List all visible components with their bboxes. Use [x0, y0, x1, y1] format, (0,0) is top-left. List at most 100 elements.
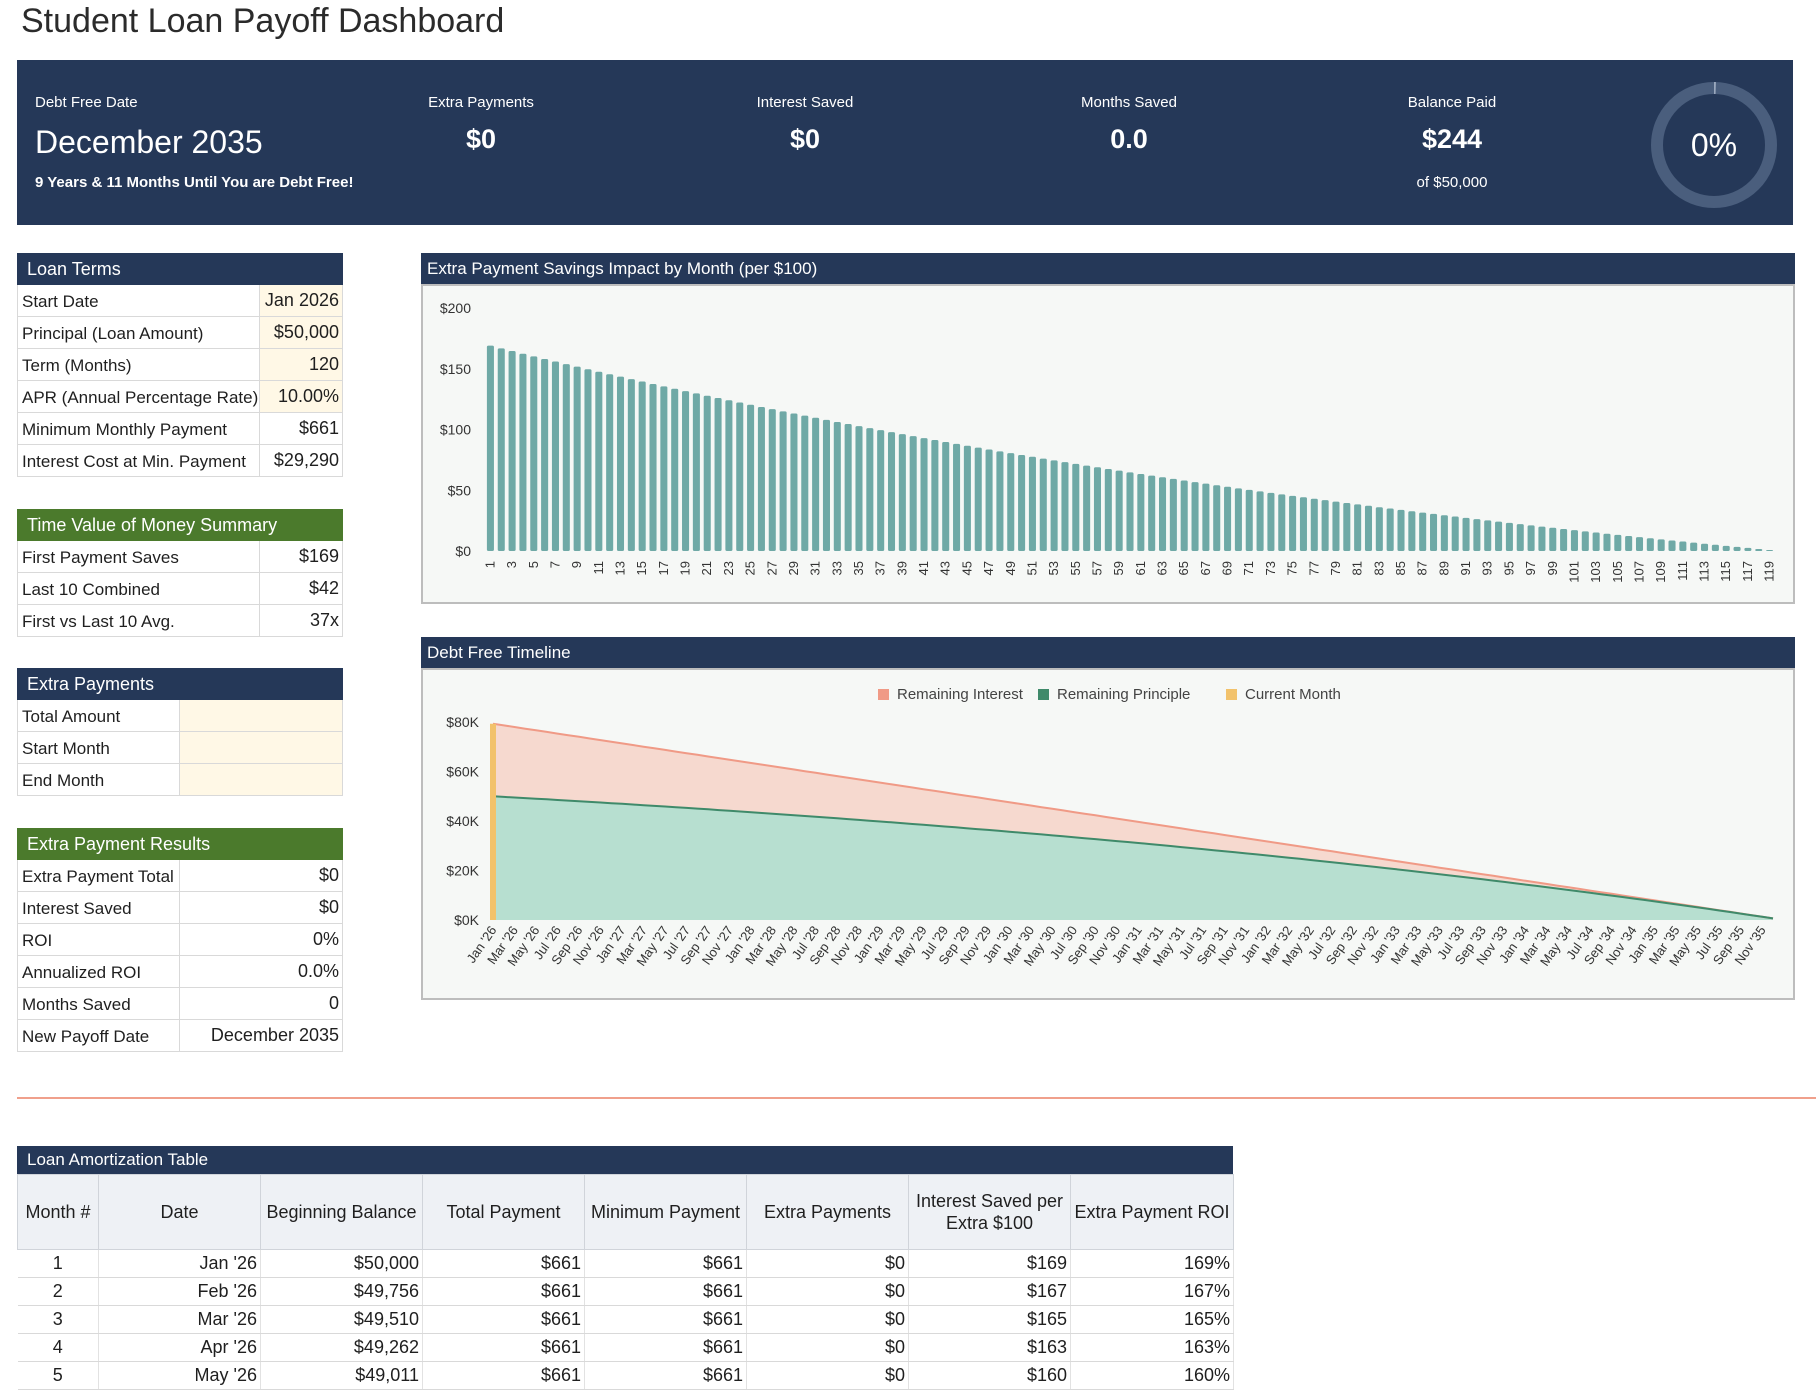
table-cell: Feb '26	[98, 1277, 261, 1306]
bar-month-5	[530, 356, 538, 551]
bar-month-94	[1495, 521, 1503, 551]
bar-month-51	[1028, 456, 1036, 551]
table-cell: $661	[422, 1249, 585, 1278]
bar-month-69	[1224, 486, 1232, 551]
x-tick-label: 103	[1588, 561, 1603, 583]
x-tick-label: 73	[1263, 561, 1278, 575]
bar-month-1	[486, 345, 494, 551]
bar-month-21	[703, 395, 711, 551]
total-amount-input[interactable]	[180, 700, 342, 731]
kpi-extra-payments: Extra Payments $0	[361, 60, 601, 225]
column-header[interactable]: Extra Payments	[746, 1174, 909, 1250]
kpi-value: December 2035	[35, 124, 263, 160]
legend-label: Remaining Principle	[1057, 686, 1190, 703]
column-header[interactable]: Beginning Balance	[260, 1174, 423, 1250]
row-value: $29,290	[273, 450, 339, 470]
bar-month-20	[692, 393, 700, 551]
x-tick-label: 19	[678, 561, 693, 575]
column-header[interactable]: Total Payment	[422, 1174, 585, 1250]
extra-results-title: Extra Payment Results	[17, 828, 343, 860]
bar-month-46	[974, 447, 982, 551]
bar-month-19	[682, 391, 690, 551]
y-tick-label: $150	[440, 361, 471, 377]
x-tick-label: 39	[894, 561, 909, 575]
x-tick-label: 69	[1220, 561, 1235, 575]
column-header[interactable]: Date	[98, 1174, 261, 1250]
row-value: $0	[318, 897, 339, 917]
loan-terms-row: Minimum Monthly Payment $661	[17, 413, 343, 445]
bar-month-93	[1484, 520, 1492, 551]
loan-terms-row: APR (Annual Percentage Rate) 10.00%	[17, 381, 343, 413]
bar-month-108	[1646, 538, 1654, 551]
bar-month-2	[497, 348, 505, 551]
x-tick-label: 67	[1198, 561, 1213, 575]
bar-month-44	[953, 443, 961, 551]
bar-month-14	[627, 379, 635, 551]
bar-month-109	[1657, 539, 1665, 551]
x-tick-label: 1	[482, 561, 497, 568]
row-label: First vs Last 10 Avg.	[18, 605, 260, 636]
row-label: Start Month	[18, 732, 180, 763]
row-value: $42	[308, 578, 339, 598]
bar-month-28	[779, 411, 787, 551]
x-tick-label: 91	[1458, 561, 1473, 575]
table-cell: $661	[584, 1249, 747, 1278]
column-header[interactable]: Month #	[17, 1174, 99, 1250]
bar-month-113	[1701, 543, 1709, 551]
bar-month-74	[1278, 494, 1286, 551]
end-month-input[interactable]	[180, 764, 342, 795]
progress-donut: 0%	[1651, 82, 1777, 208]
bar-month-82	[1364, 505, 1373, 551]
bar-month-45	[963, 445, 971, 551]
bar-month-70	[1234, 488, 1242, 551]
bar-month-23	[725, 400, 733, 551]
x-tick-label: 61	[1133, 561, 1148, 575]
table-cell: $165	[908, 1305, 1071, 1334]
x-tick-label: 13	[613, 561, 628, 575]
debt-free-timeline-chart: Debt Free Timeline Remaining Interest Rem…	[421, 637, 1795, 1000]
bar-month-111	[1679, 541, 1687, 551]
bar-month-50	[1018, 454, 1026, 551]
bar-month-72	[1256, 491, 1264, 551]
x-tick-label: 31	[808, 561, 823, 575]
table-cell: 5	[17, 1361, 99, 1390]
bar-month-116	[1733, 546, 1741, 551]
table-cell: $49,011	[260, 1361, 423, 1390]
tvm-row: First vs Last 10 Avg. 37x	[17, 605, 343, 637]
start-date-input[interactable]: Jan 2026	[260, 285, 342, 316]
kpi-value: $244	[1421, 124, 1483, 154]
x-tick-label: 37	[873, 561, 888, 575]
x-tick-label: 5	[526, 561, 541, 568]
table-cell: $0	[746, 1361, 909, 1390]
bar-month-77	[1310, 498, 1318, 551]
start-month-input[interactable]	[180, 732, 342, 763]
bar-month-9	[573, 366, 581, 551]
term-input[interactable]: 120	[260, 349, 342, 380]
column-header[interactable]: Interest Saved per Extra $100	[908, 1174, 1071, 1250]
row-label: Total Amount	[18, 700, 180, 731]
bar-month-114	[1711, 544, 1719, 551]
x-tick-label: 45	[959, 561, 974, 575]
apr-input[interactable]: 10.00%	[260, 381, 342, 412]
column-header[interactable]: Extra Payment ROI	[1070, 1174, 1234, 1250]
kpi-label: Interest Saved	[756, 94, 854, 111]
table-cell: 3	[17, 1305, 99, 1334]
bar-month-62	[1148, 475, 1156, 551]
x-tick-label: 51	[1024, 561, 1039, 575]
table-cell: May '26	[98, 1361, 261, 1390]
row-value: December 2035	[210, 1025, 339, 1045]
table-cell: $0	[746, 1305, 909, 1334]
page-title: Student Loan Payoff Dashboard	[21, 2, 505, 40]
loan-terms-row: Term (Months) 120	[17, 349, 343, 381]
table-row: 5 May '26 $49,011 $661 $661 $0 $160 160%	[17, 1361, 1234, 1390]
column-header[interactable]: Minimum Payment	[584, 1174, 747, 1250]
bar-month-3	[508, 351, 516, 551]
x-tick-label: 27	[764, 561, 779, 575]
kpi-balance-paid: Balance Paid $244 of $50,000	[1332, 60, 1572, 225]
bar-month-71	[1245, 489, 1253, 551]
bar-month-58	[1104, 468, 1112, 551]
table-row: 4 Apr '26 $49,262 $661 $661 $0 $163 163%	[17, 1333, 1234, 1362]
row-label: APR (Annual Percentage Rate)	[18, 381, 260, 412]
principal-input[interactable]: $50,000	[260, 317, 342, 348]
kpi-subtext: of $50,000	[1416, 174, 1488, 191]
